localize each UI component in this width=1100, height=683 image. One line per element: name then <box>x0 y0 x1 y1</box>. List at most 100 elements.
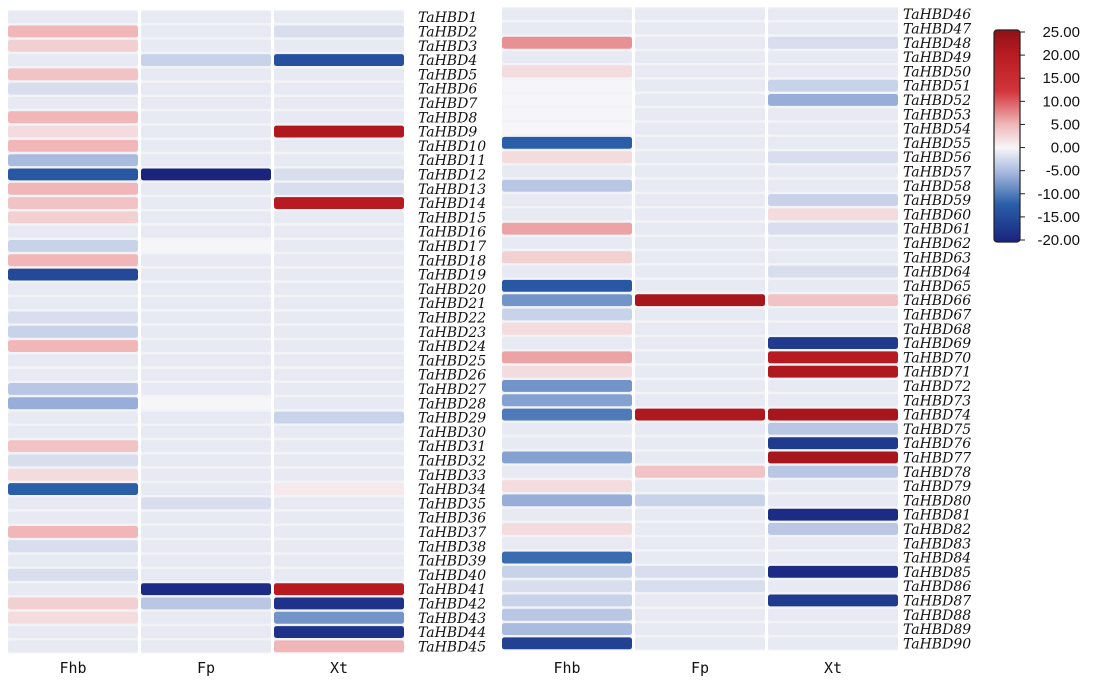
heatmap-cell-TaHBD71-Fhb <box>502 365 632 378</box>
heatmap-cell-TaHBD63-Xt <box>768 251 898 264</box>
gene-label: TaHBD66 <box>903 293 971 309</box>
colorbar-tick-label: 10.00 <box>1042 93 1080 110</box>
gene-label: TaHBD26 <box>418 368 486 384</box>
heatmap-cell-TaHBD73-Fp <box>635 394 765 407</box>
gene-label: TaHBD23 <box>418 325 486 341</box>
gene-label: TaHBD64 <box>903 265 971 281</box>
heatmap-panel-right: TaHBD46TaHBD47TaHBD48TaHBD49TaHBD50TaHBD… <box>502 7 971 677</box>
heatmap-cell-TaHBD19-Xt <box>274 268 404 281</box>
gene-label: TaHBD62 <box>903 236 971 252</box>
gene-label: TaHBD57 <box>903 164 971 180</box>
heatmap-cell-TaHBD37-Xt <box>274 526 404 538</box>
heatmap-cell-TaHBD26-Xt <box>274 368 404 381</box>
heatmap-cell-TaHBD4-Xt <box>274 54 404 66</box>
gene-label: TaHBD78 <box>903 465 971 481</box>
colorbar-tick-label: -10.00 <box>1037 186 1080 203</box>
gene-label: TaHBD19 <box>418 268 486 284</box>
heatmap-cell-TaHBD11-Fp <box>141 154 271 167</box>
heatmap-cell-TaHBD53-Fhb <box>502 108 632 121</box>
heatmap-cell-TaHBD44-Fp <box>141 626 271 638</box>
heatmap-cell-TaHBD53-Xt <box>768 108 898 121</box>
heatmap-cell-TaHBD82-Xt <box>768 523 898 535</box>
heatmap-cell-TaHBD75-Xt <box>768 422 898 435</box>
heatmap-cell-TaHBD58-Fp <box>635 179 765 192</box>
heatmap-cell-TaHBD46-Fp <box>635 8 765 21</box>
heatmap-cell-TaHBD16-Fhb <box>8 225 138 238</box>
gene-label: TaHBD51 <box>903 79 971 95</box>
heatmap-cell-TaHBD65-Fhb <box>502 279 632 292</box>
heatmap-cell-TaHBD5-Fhb <box>8 68 138 81</box>
gene-label: TaHBD63 <box>903 250 971 266</box>
heatmap-cell-TaHBD15-Fhb <box>8 211 138 224</box>
heatmap-cell-TaHBD6-Fp <box>141 82 271 95</box>
heatmap-cell-TaHBD74-Fp <box>635 408 765 421</box>
heatmap-cell-TaHBD18-Xt <box>274 254 404 267</box>
heatmap-cell-TaHBD62-Fhb <box>502 237 632 249</box>
heatmap-cell-TaHBD5-Fp <box>141 68 271 81</box>
heatmap-cell-TaHBD68-Fhb <box>502 322 632 335</box>
gene-label: TaHBD77 <box>903 450 971 466</box>
heatmap-cell-TaHBD69-Fp <box>635 337 765 349</box>
gene-label: TaHBD5 <box>418 67 477 83</box>
heatmap-cell-TaHBD17-Xt <box>274 240 404 252</box>
heatmap-cell-TaHBD27-Xt <box>274 383 404 395</box>
heatmap-cell-TaHBD42-Xt <box>274 597 404 610</box>
heatmap-cell-TaHBD30-Xt <box>274 425 404 438</box>
heatmap-cell-TaHBD44-Fhb <box>8 626 138 638</box>
heatmap-cell-TaHBD87-Fhb <box>502 594 632 607</box>
heatmap-cell-TaHBD4-Fhb <box>8 54 138 66</box>
heatmap-cell-TaHBD35-Fhb <box>8 497 138 510</box>
heatmap-cell-TaHBD9-Fhb <box>8 125 138 138</box>
heatmap-cell-TaHBD61-Xt <box>768 222 898 235</box>
gene-label: TaHBD41 <box>418 582 486 598</box>
heatmap-cell-TaHBD23-Fp <box>141 325 271 338</box>
gene-label: TaHBD81 <box>903 508 971 524</box>
heatmap-cell-TaHBD76-Xt <box>768 437 898 450</box>
gene-label: TaHBD84 <box>903 551 971 567</box>
heatmap-cell-TaHBD63-Fp <box>635 251 765 264</box>
heatmap-cell-TaHBD87-Xt <box>768 594 898 607</box>
heatmap-cell-TaHBD74-Xt <box>768 408 898 421</box>
heatmap-cell-TaHBD90-Xt <box>768 637 898 650</box>
gene-label: TaHBD28 <box>418 396 486 412</box>
heatmap-cell-TaHBD86-Fhb <box>502 580 632 593</box>
heatmap-cell-TaHBD75-Fhb <box>502 422 632 435</box>
heatmap-cell-TaHBD3-Fp <box>141 39 271 52</box>
heatmap-cell-TaHBD72-Xt <box>768 380 898 392</box>
heatmap-cell-TaHBD88-Fhb <box>502 608 632 621</box>
gene-label: TaHBD14 <box>418 196 486 212</box>
gene-label: TaHBD32 <box>418 453 486 469</box>
gene-label: TaHBD12 <box>418 167 486 183</box>
heatmap-cell-TaHBD68-Fp <box>635 322 765 335</box>
heatmap-cell-TaHBD13-Fhb <box>8 182 138 195</box>
heatmap-cell-TaHBD70-Fp <box>635 351 765 364</box>
heatmap-cell-TaHBD22-Fp <box>141 311 271 324</box>
heatmap-cell-TaHBD12-Fp <box>141 168 271 181</box>
heatmap-cell-TaHBD14-Xt <box>274 197 404 209</box>
heatmap-cell-TaHBD26-Fhb <box>8 368 138 381</box>
heatmap-cell-TaHBD50-Xt <box>768 65 898 78</box>
gene-label: TaHBD53 <box>903 107 971 123</box>
heatmap-cell-TaHBD39-Fp <box>141 554 271 567</box>
gene-label: TaHBD70 <box>903 350 971 366</box>
heatmap-cell-TaHBD43-Fhb <box>8 611 138 624</box>
heatmap-cell-TaHBD61-Fhb <box>502 222 632 235</box>
heatmap-cell-TaHBD55-Fhb <box>502 136 632 149</box>
heatmap-cell-TaHBD33-Fp <box>141 468 271 481</box>
heatmap-cell-TaHBD29-Xt <box>274 411 404 424</box>
colorbar-tick-label: -20.00 <box>1037 232 1080 249</box>
heatmap-cell-TaHBD77-Fhb <box>502 451 632 464</box>
heatmap-cell-TaHBD34-Xt <box>274 483 404 495</box>
heatmap-cell-TaHBD29-Fp <box>141 411 271 424</box>
gene-label: TaHBD56 <box>903 150 971 166</box>
heatmap-cell-TaHBD84-Xt <box>768 551 898 564</box>
heatmap-panel-left: TaHBD1TaHBD2TaHBD3TaHBD4TaHBD5TaHBD6TaHB… <box>8 10 486 677</box>
heatmap-cell-TaHBD76-Fhb <box>502 437 632 450</box>
heatmap-cell-TaHBD70-Fhb <box>502 351 632 364</box>
heatmap-cell-TaHBD40-Fhb <box>8 568 138 581</box>
heatmap-cell-TaHBD39-Xt <box>274 554 404 567</box>
heatmap-cell-TaHBD27-Fhb <box>8 383 138 395</box>
heatmap-cell-TaHBD32-Xt <box>274 454 404 467</box>
heatmap-cell-TaHBD41-Fhb <box>8 583 138 596</box>
